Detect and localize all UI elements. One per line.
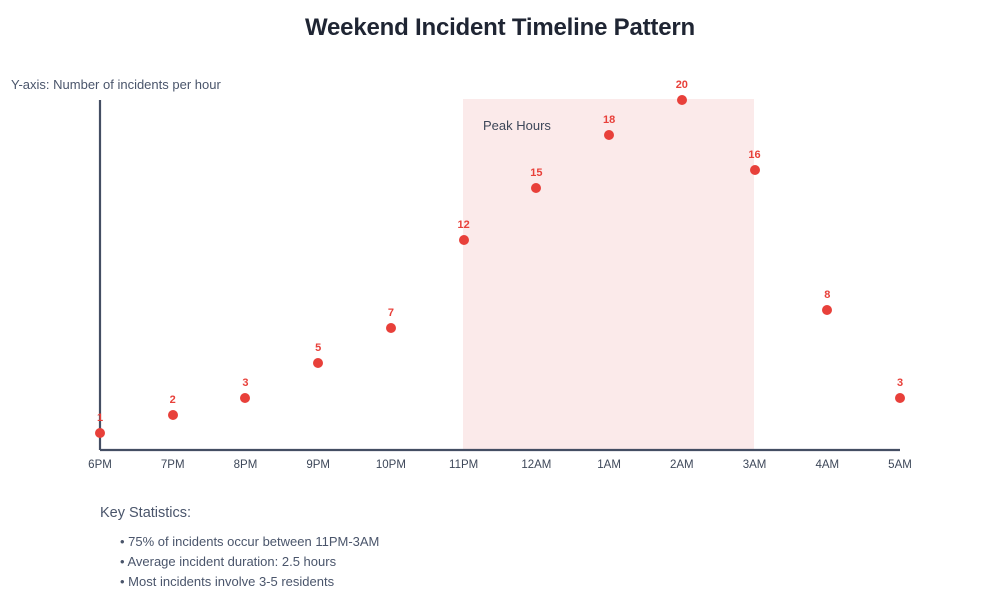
x-tick-1am: 1AM bbox=[597, 459, 621, 471]
key-statistics-list: • 75% of incidents occur between 11PM-3A… bbox=[120, 532, 379, 592]
y-axis-label: Y-axis: Number of incidents per hour bbox=[11, 77, 221, 92]
peak-hours-annotation-label: Peak Hours bbox=[483, 118, 551, 133]
data-point-value-label: 20 bbox=[675, 79, 688, 91]
data-point-value-label: 1 bbox=[96, 411, 104, 424]
data-point[interactable] bbox=[604, 130, 615, 140]
data-point-value-label: 3 bbox=[896, 376, 904, 389]
data-point-value-label: 5 bbox=[315, 341, 322, 354]
page-title: Weekend Incident Timeline Pattern bbox=[305, 14, 695, 41]
key-statistic-item: • Most incidents involve 3-5 residents bbox=[120, 574, 335, 589]
x-tick-10pm: 10PM bbox=[375, 459, 406, 471]
x-tick-5am: 5AM bbox=[888, 459, 912, 471]
data-point[interactable] bbox=[458, 235, 469, 245]
data-point-value-label: 16 bbox=[748, 149, 761, 161]
data-point-value-label: 2 bbox=[169, 394, 176, 406]
x-tick-11pm: 11PM bbox=[449, 459, 479, 471]
data-point-value-label: 7 bbox=[387, 306, 394, 319]
x-tick-4am: 4AM bbox=[815, 459, 840, 471]
data-point[interactable] bbox=[531, 182, 542, 193]
key-statistics-heading: Key Statistics: bbox=[100, 505, 192, 521]
data-point-value-label: 8 bbox=[824, 289, 831, 301]
data-point-value-label: 15 bbox=[530, 166, 543, 179]
data-point[interactable] bbox=[676, 95, 687, 105]
x-tick-3am: 3AM bbox=[742, 459, 767, 471]
x-tick-8pm: 8PM bbox=[233, 459, 258, 471]
x-tick-9pm: 9PM bbox=[306, 459, 330, 471]
data-point-value-label: 12 bbox=[457, 219, 470, 231]
data-point[interactable] bbox=[749, 165, 760, 175]
data-point[interactable] bbox=[240, 392, 251, 403]
data-point-value-label: 18 bbox=[602, 114, 616, 126]
x-tick-7pm: 7PM bbox=[160, 459, 185, 471]
key-statistic-item: • Average incident duration: 2.5 hours bbox=[120, 554, 337, 569]
data-point[interactable] bbox=[895, 392, 905, 403]
x-tick-12am: 12AM bbox=[521, 459, 552, 471]
peak-hours-band bbox=[463, 99, 754, 450]
x-tick-6pm: 6PM bbox=[88, 459, 112, 471]
data-point[interactable] bbox=[95, 427, 105, 438]
data-point[interactable] bbox=[822, 305, 833, 315]
data-point-value-label: 3 bbox=[242, 376, 249, 389]
x-tick-2am: 2AM bbox=[669, 459, 694, 471]
key-statistic-item: • 75% of incidents occur between 11PM-3A… bbox=[120, 534, 380, 549]
data-point[interactable] bbox=[167, 410, 178, 420]
data-point[interactable] bbox=[313, 357, 324, 368]
data-point[interactable] bbox=[385, 322, 396, 333]
